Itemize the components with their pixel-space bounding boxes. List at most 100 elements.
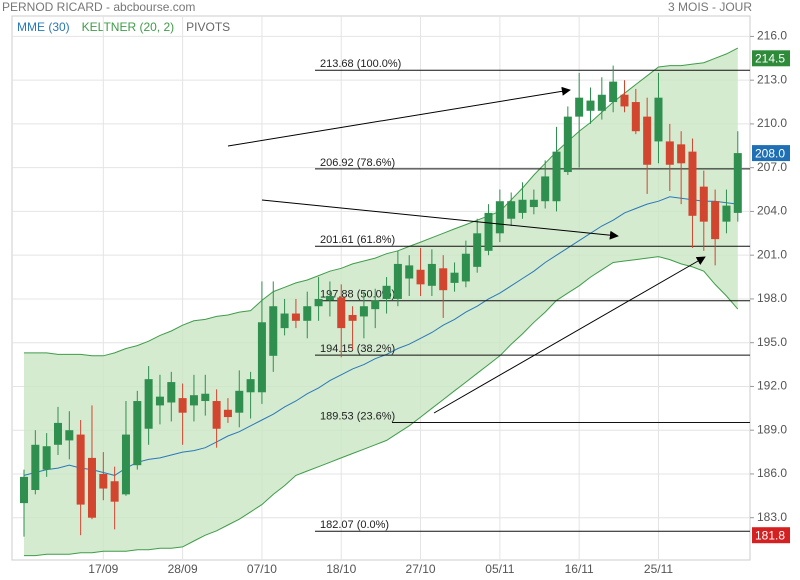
candle-body [325,296,334,301]
candle-body [189,395,198,406]
candle-body [291,313,300,321]
candle-body [303,306,312,321]
y-tick-label: 198.0 [757,291,787,305]
plot-frame [11,15,751,561]
arrow [433,256,706,414]
y-tick-label: 210.0 [757,116,787,130]
candle-body [42,446,51,470]
candle-body [586,100,595,111]
candle-body [597,94,606,111]
candle-body [405,265,414,279]
chart-title: PERNOD RICARD - abcbourse.com [2,0,195,14]
price-label: 208.0 [755,146,785,160]
candle-body [155,396,164,406]
price-label-box [752,527,790,544]
candle-body [416,269,425,285]
y-tick-label: 192.0 [757,379,787,393]
candle-body [393,263,402,299]
candle-body [257,322,266,393]
x-tick-label: 05/11 [485,562,514,576]
candle-body [484,212,493,251]
candle-body [609,81,618,103]
chart-subtitle: 3 MOIS - JOUR [668,0,752,14]
candle-body [643,116,652,165]
x-tick-label: 27/10 [406,562,436,576]
candle-body [541,176,550,202]
legend-entry: MME (30) [17,20,70,34]
arrow [227,86,571,147]
y-tick-label: 204.0 [757,204,787,218]
y-tick-label: 195.0 [757,335,787,349]
candle-body [450,272,459,283]
candle-body [699,186,708,222]
candle-body [144,379,153,429]
candle-body [461,253,470,282]
y-tick-label: 207.0 [757,160,787,174]
y-tick-label: 186.0 [757,466,787,480]
x-tick-label: 28/09 [168,562,198,576]
candle-body [575,97,584,117]
ema-line [23,196,738,476]
candle-body [76,434,85,505]
pivot-label: 189.53 (23.6%) [320,410,395,422]
candle-body [518,199,527,213]
x-tick-label: 16/11 [565,562,594,576]
keltner-lower [24,256,739,557]
candle-body [473,233,482,267]
pivot-label: 213.68 (100.0%) [320,58,401,70]
candle-body [529,199,538,208]
price-label-box [752,50,790,67]
candle-body [382,285,391,299]
plot: 183.0 186.0 189.0 192.0 195.0 198.0 201.0 204.0… [12,16,790,576]
candle-body [620,94,629,107]
candle-body [563,116,572,173]
pivot-label: 182.07 (0.0%) [320,519,389,531]
candle-body [711,201,720,240]
candle-body [246,379,255,393]
candle-body [733,153,742,213]
legend-entry: PIVOTS [186,20,230,34]
y-tick-label: 213.0 [757,72,787,86]
legend-entry: KELTNER (20, 2) [82,20,174,34]
candle-body [495,201,504,234]
candle-body [280,313,289,329]
pivot-label: 194.15 (38.2%) [320,343,395,355]
candle-body [212,401,221,429]
candle-body [348,314,357,321]
candle-body [314,298,323,307]
candle-body [110,481,119,502]
candle-body [121,434,130,495]
candle-body [427,263,436,286]
candle-body [631,102,640,132]
candle-body [223,409,232,418]
price-label: 214.5 [755,51,785,65]
candle-body [31,444,40,490]
candle-body [688,151,697,216]
candle-body [722,205,731,222]
candle-body [133,401,142,466]
price-label: 181.8 [755,528,785,542]
y-tick-label: 201.0 [757,247,787,261]
candle-body [359,306,368,317]
candle-body [65,430,74,441]
candle-body [665,141,674,165]
candle-body [167,382,176,403]
x-tick-label: 25/11 [644,562,673,576]
candle-body [269,306,278,356]
candle-body [53,422,62,445]
y-tick-label: 189.0 [757,422,787,436]
pivot-label: 206.92 (78.6%) [320,157,395,169]
candle-body [507,201,516,219]
candle-body [20,476,28,504]
candle-body [201,393,210,402]
candle-body [87,457,96,518]
arrow [261,199,619,240]
pivot-label: 201.61 (61.8%) [320,234,395,246]
candle-body [552,151,561,202]
keltner-upper [24,47,739,357]
candle-body [178,398,187,413]
candle-body [235,390,244,413]
legend: MME (30) KELTNER (20, 2) PIVOTS [17,20,230,34]
y-tick-label: 183.0 [757,510,787,524]
candle-body [439,268,448,291]
